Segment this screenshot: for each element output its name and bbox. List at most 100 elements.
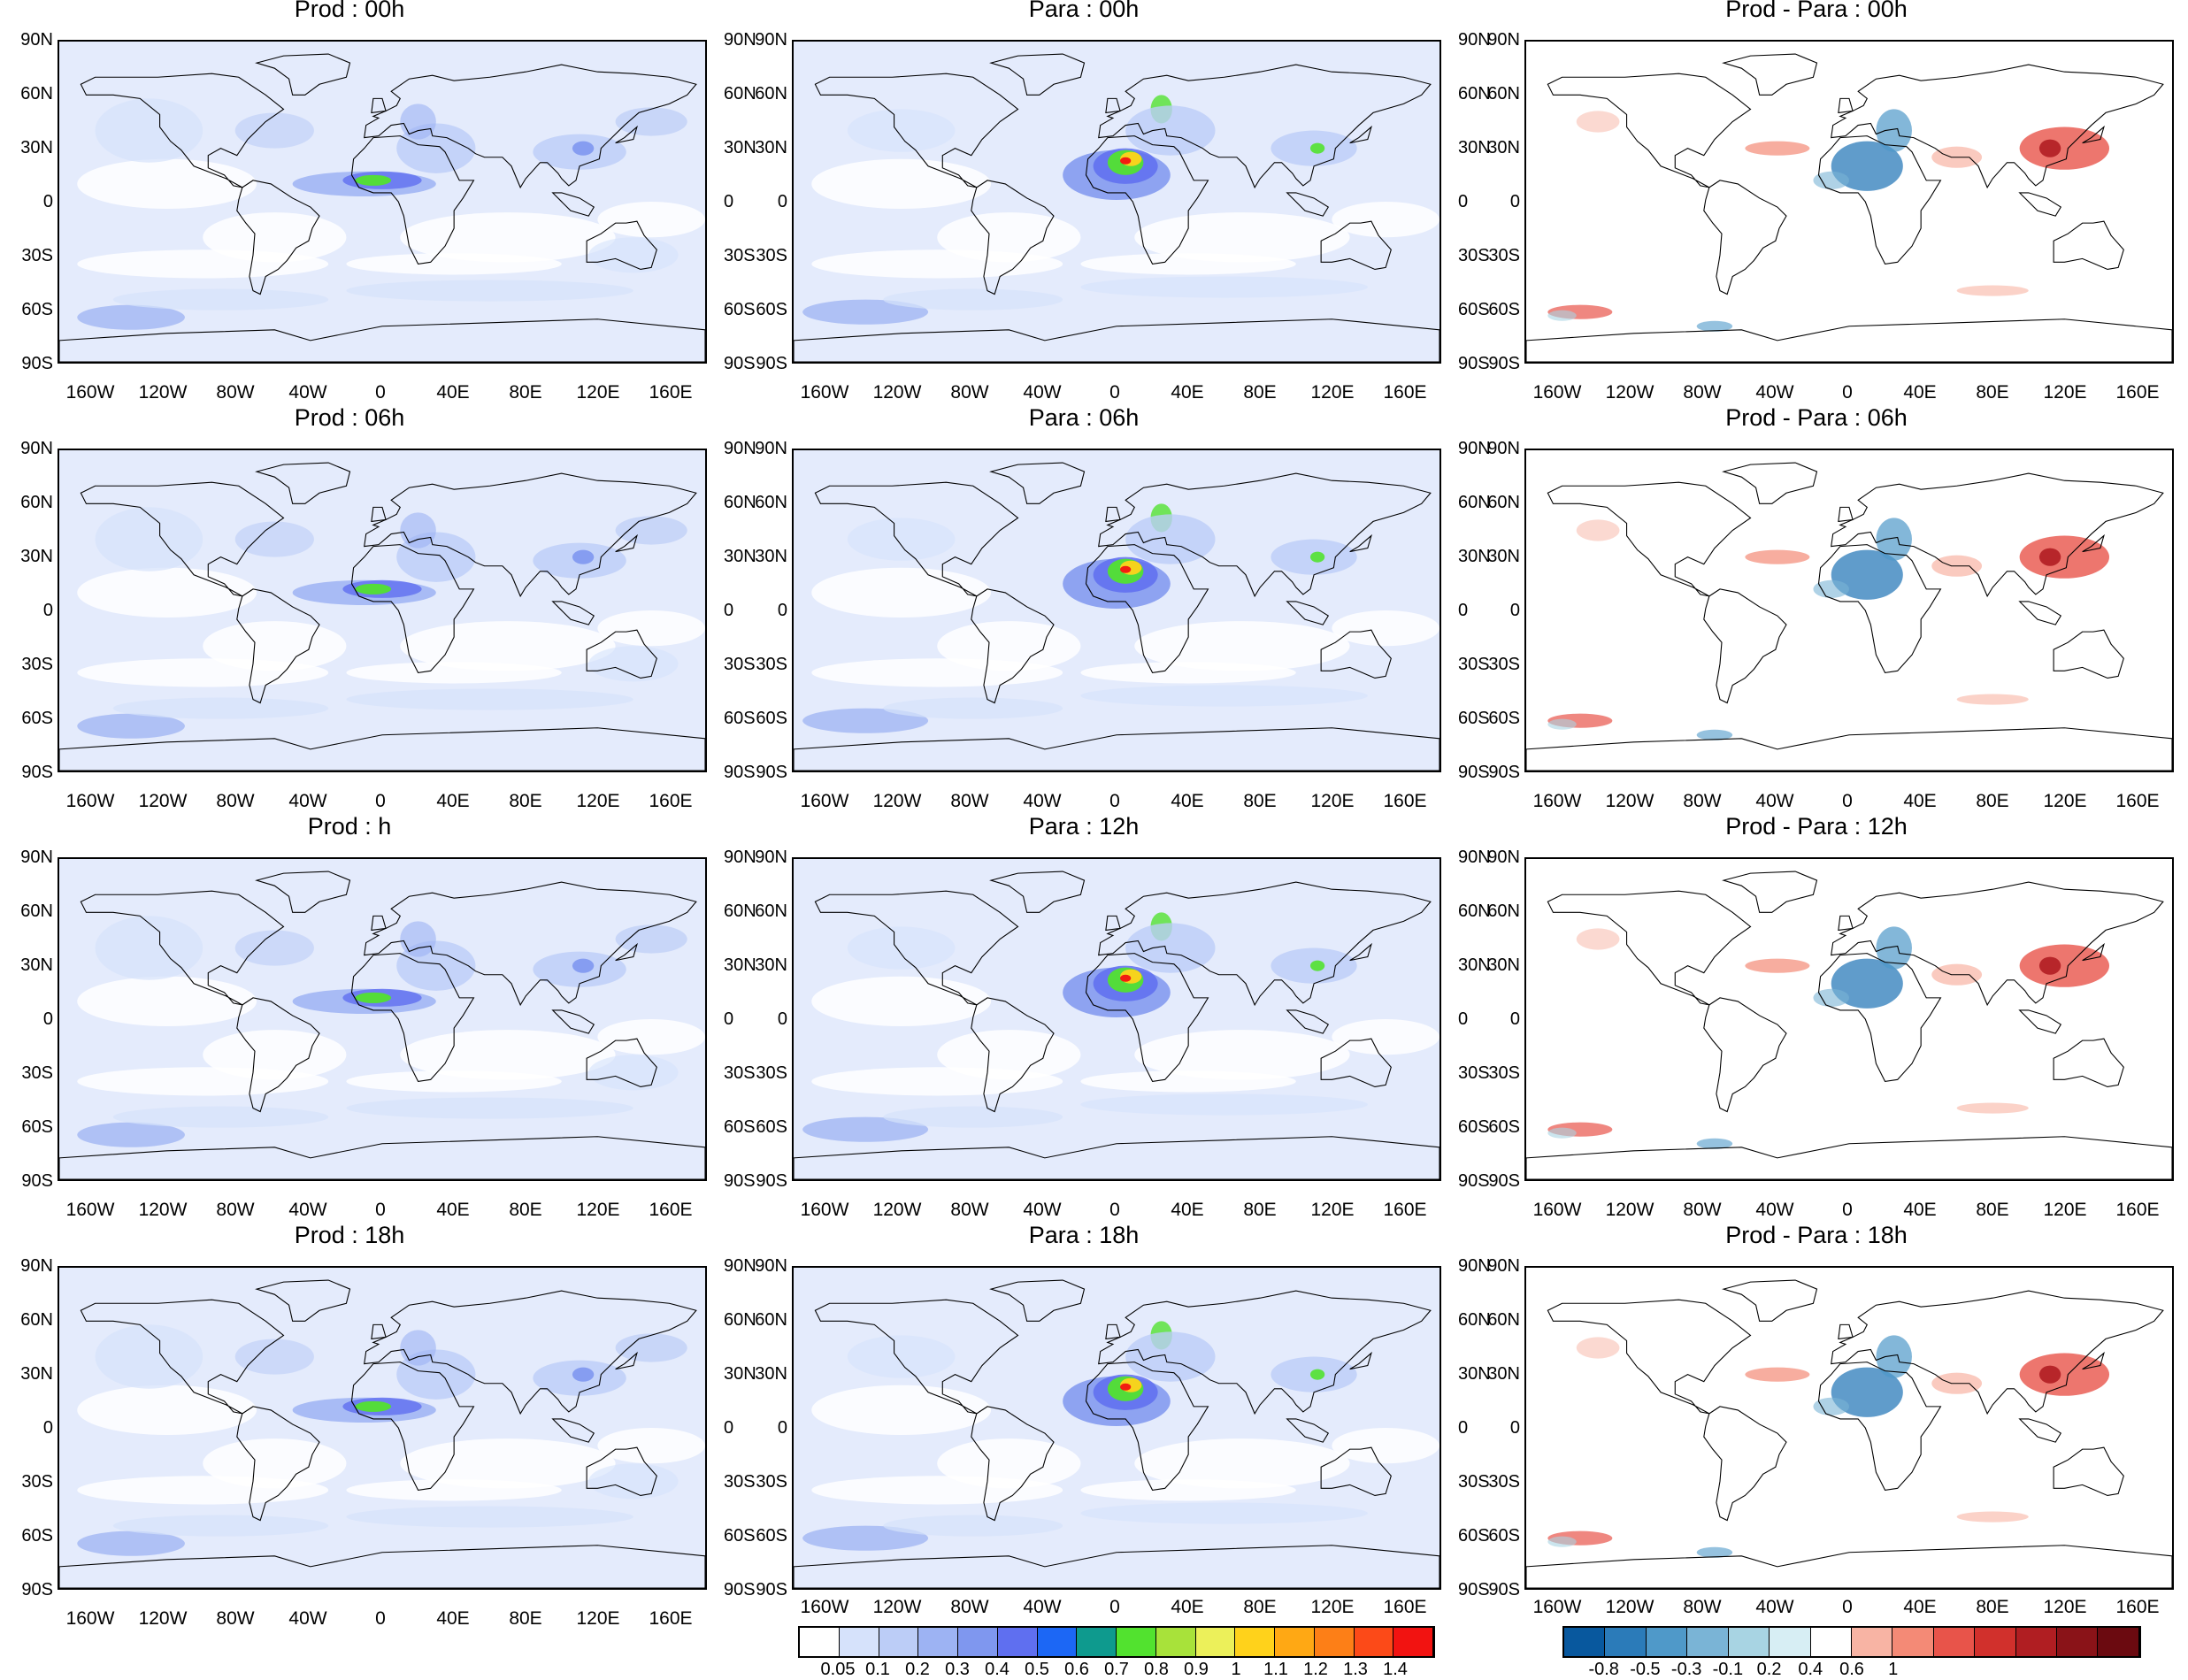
lat-tick-label: 0 xyxy=(777,1418,787,1438)
lon-tick-label: 0 xyxy=(1842,382,1853,403)
contour-blob xyxy=(572,1367,595,1382)
coastline xyxy=(1105,915,1121,932)
lon-tick-label: 160W xyxy=(65,1608,115,1629)
lat-tick-label: 60S xyxy=(756,709,787,728)
contour-blob xyxy=(1876,518,1912,561)
coastline xyxy=(1817,1362,1942,1492)
low-value-patch xyxy=(203,621,347,671)
lat-tick-label-right: 60N xyxy=(724,901,756,921)
coastline xyxy=(2018,1009,2062,1034)
lat-tick-label: 30N xyxy=(20,1364,53,1384)
colorbar-swatch xyxy=(997,1628,1038,1656)
lon-tick-label: 160W xyxy=(800,1200,849,1220)
lon-tick-label: 120W xyxy=(1605,382,1654,403)
coastline xyxy=(236,1406,320,1522)
lat-tick-label: 30S xyxy=(756,246,787,265)
contour-blob xyxy=(1696,729,1733,740)
contour-blob xyxy=(1547,718,1577,730)
map-plot xyxy=(794,859,1439,1179)
colorbar-swatch xyxy=(839,1628,879,1656)
lon-tick-label: 120W xyxy=(1605,791,1654,811)
contour-blob xyxy=(1080,276,1368,298)
lon-tick-label: 120E xyxy=(1310,791,1355,811)
lat-tick-label-right: 90N xyxy=(1458,1256,1491,1276)
lon-tick-label: 120E xyxy=(2043,791,2087,811)
coastline xyxy=(364,64,697,189)
lat-tick-label: 30N xyxy=(1487,955,1520,975)
lat-tick-label: 90N xyxy=(755,848,787,867)
contour-blob xyxy=(112,1106,329,1128)
contour-blob xyxy=(1956,1511,2029,1523)
low-value-patch xyxy=(77,1385,257,1436)
coastline xyxy=(1817,544,1942,674)
lon-tick-label: 120W xyxy=(1605,1200,1654,1220)
lon-tick-label: 160E xyxy=(2115,1200,2160,1220)
contour-blob xyxy=(847,926,956,970)
contour-blob xyxy=(1813,579,1849,598)
low-value-patch xyxy=(937,621,1081,671)
colorbar-swatch xyxy=(1314,1628,1355,1656)
contour-blob xyxy=(615,1333,687,1362)
contour-blob xyxy=(588,1463,679,1500)
lon-tick-label: 120W xyxy=(1605,1597,1654,1617)
low-value-patch xyxy=(346,662,562,684)
contour-blob xyxy=(1696,1138,1733,1149)
lat-tick-label-right: 0 xyxy=(1458,192,1469,211)
coastline xyxy=(1838,506,1854,523)
lat-tick-label-right: 0 xyxy=(1458,1009,1469,1029)
contour-blob xyxy=(2038,1365,2061,1384)
contour-blob xyxy=(2038,139,2061,157)
map-frame xyxy=(792,1266,1441,1590)
contour-blob xyxy=(1310,142,1325,154)
contour-blob xyxy=(1813,1397,1849,1415)
contour-blob xyxy=(400,921,436,957)
lat-tick-label: 30S xyxy=(1488,655,1520,674)
lon-tick-label: 160E xyxy=(649,382,693,403)
lon-tick-label: 80E xyxy=(509,791,542,811)
lon-tick-label: 160E xyxy=(649,791,693,811)
lat-tick-label: 90S xyxy=(1488,763,1520,782)
lat-tick-label: 60N xyxy=(755,901,787,921)
lon-tick-label: 40E xyxy=(1171,382,1204,403)
lat-tick-label: 60N xyxy=(755,493,787,512)
lon-tick-label: 160E xyxy=(2115,1597,2160,1617)
coastline xyxy=(814,73,1019,188)
contour-blob xyxy=(847,518,956,561)
lat-tick-label: 90N xyxy=(20,1256,53,1276)
map-plot xyxy=(59,450,705,771)
lat-tick-label-right: 60N xyxy=(724,493,756,512)
lon-tick-label: 160W xyxy=(65,791,115,811)
colorbar-label: 1 xyxy=(1231,1660,1241,1679)
coastline xyxy=(1722,462,1818,504)
lat-tick-label-right: 0 xyxy=(1458,601,1469,620)
lon-tick-label: 120W xyxy=(138,791,188,811)
lon-tick-label: 120W xyxy=(138,1200,188,1220)
coastline xyxy=(615,942,638,962)
map-panel-a12: Para : 12h 90N 60N 30N 0 30S 60S 90S 90N 60N 30N 0 3… xyxy=(734,813,1490,1226)
coastline xyxy=(350,544,475,674)
contour-blob xyxy=(1547,310,1577,321)
colorbar-swatch xyxy=(1851,1628,1893,1656)
lon-tick-label: 40E xyxy=(1903,1597,1937,1617)
contour-blob xyxy=(355,1400,392,1412)
contour-blob xyxy=(802,1116,929,1142)
lon-tick-label: 40W xyxy=(1755,382,1794,403)
lat-tick-label-right: 90N xyxy=(1458,439,1491,458)
contour-blob xyxy=(1547,1127,1577,1139)
lat-tick-label: 90S xyxy=(21,763,53,782)
coastline xyxy=(1320,1446,1392,1497)
contour-blob xyxy=(588,646,679,682)
coastline xyxy=(364,881,697,1007)
contour-blob xyxy=(1745,958,1810,973)
colorbar-label: -0.8 xyxy=(1588,1660,1619,1679)
coastline xyxy=(586,220,657,271)
lat-tick-label-right: 90N xyxy=(724,30,756,50)
lon-tick-label: 0 xyxy=(1109,791,1120,811)
coastline xyxy=(1831,472,2164,598)
low-value-patch xyxy=(937,1438,1081,1489)
lon-tick-label: 0 xyxy=(1842,1200,1853,1220)
contour-blob xyxy=(1876,109,1912,152)
lat-tick-label: 60S xyxy=(21,1117,53,1137)
contour-blob xyxy=(588,1055,679,1091)
lon-tick-label: 160W xyxy=(1532,1200,1582,1220)
